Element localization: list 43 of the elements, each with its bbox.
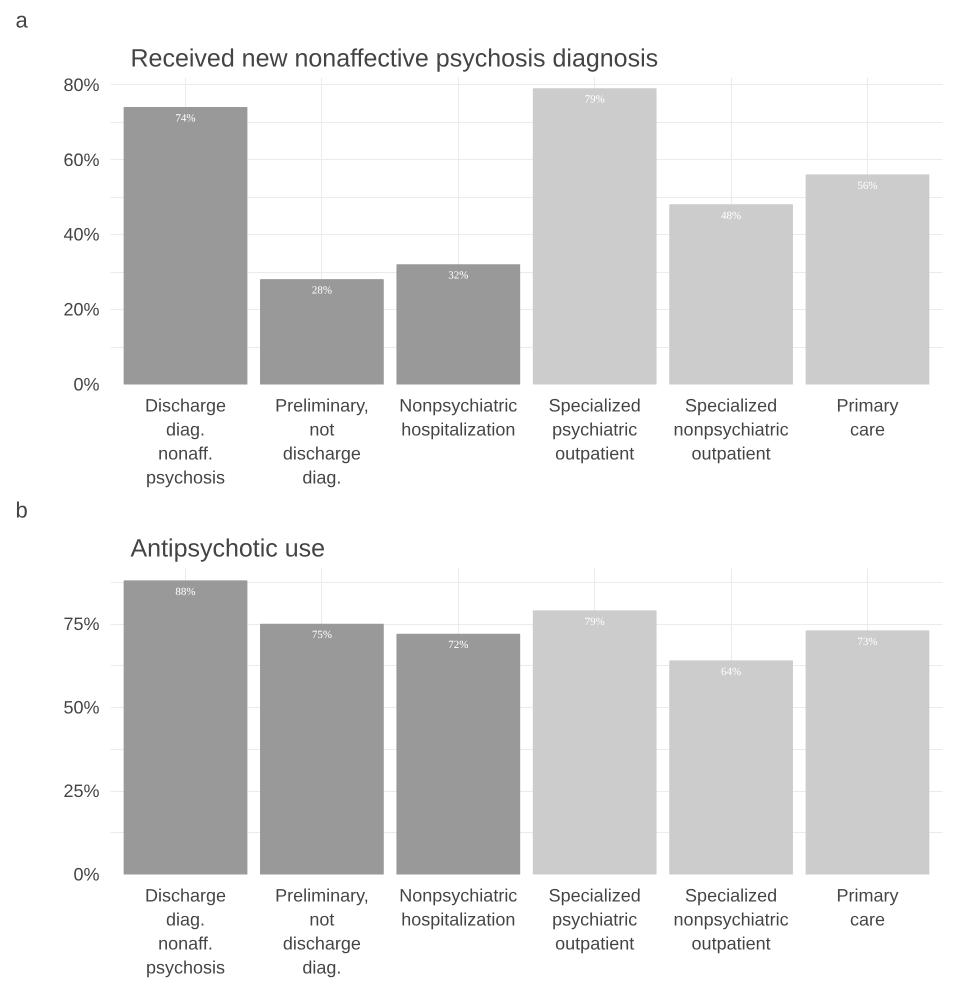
x-tick-label: Preliminary, not discharge diag. — [275, 396, 369, 488]
text: a — [16, 8, 28, 32]
bar — [669, 660, 793, 874]
bar — [396, 634, 520, 874]
x-tick-label: Nonpsychiatric hospitalization — [399, 396, 518, 440]
data-label: 32% — [448, 270, 468, 282]
bar — [532, 88, 657, 384]
bar — [124, 580, 248, 874]
y-tick-label: 20% — [63, 300, 100, 320]
bar — [124, 106, 248, 384]
bar — [669, 204, 793, 384]
text: b — [16, 498, 28, 522]
bar — [532, 610, 657, 874]
data-label: 28% — [312, 284, 332, 297]
y-tick-label: 0% — [73, 374, 100, 394]
data-label: 74% — [175, 112, 196, 124]
x-tick-label: Primary care — [836, 396, 898, 440]
bar — [806, 174, 930, 384]
x-tick-label: Specialized nonpsychiatric outpatient — [674, 886, 789, 954]
bar — [806, 630, 930, 874]
x-tick-label: Discharge diag. nonaff. psychosis — [145, 396, 226, 488]
y-tick-label: 0% — [73, 864, 100, 884]
bar — [260, 279, 384, 384]
data-label: 75% — [312, 629, 332, 642]
x-tick-label: Specialized psychiatric outpatient — [548, 886, 641, 954]
y-tick-label: 80% — [63, 74, 100, 95]
data-label: 72% — [448, 639, 468, 652]
y-tick-label: 25% — [63, 781, 100, 802]
y-tick-label: 50% — [63, 698, 100, 718]
y-tick-label: 60% — [63, 150, 100, 170]
x-tick-label: Primary care — [836, 886, 898, 930]
chart-title: Received new nonaffective psychosis diagnosis — [130, 44, 658, 72]
x-tick-label: Preliminary, not discharge diag. — [275, 886, 369, 978]
data-label: 88% — [175, 586, 196, 598]
bar — [396, 264, 520, 384]
y-tick-label: 75% — [63, 614, 100, 634]
bar — [260, 624, 384, 874]
x-tick-label: Discharge diag. nonaff. psychosis — [145, 886, 226, 978]
x-tick-label: Specialized psychiatric outpatient — [548, 396, 641, 464]
chart-title: Antipsychotic use — [130, 534, 326, 562]
x-tick-label: Specialized nonpsychiatric outpatient — [674, 396, 789, 464]
x-tick-label: Nonpsychiatric hospitalization — [399, 886, 518, 930]
y-tick-label: 40% — [63, 224, 100, 245]
